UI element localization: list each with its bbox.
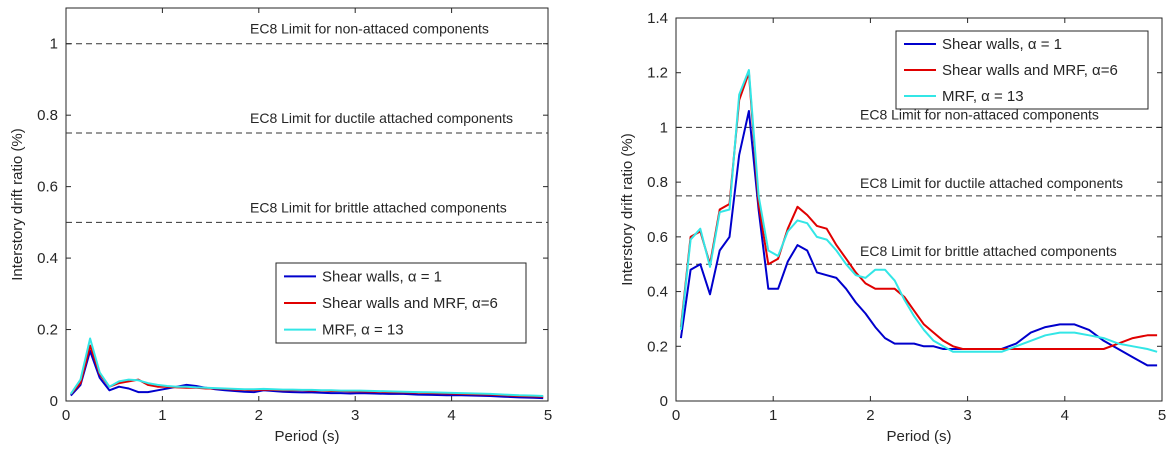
- y-tick-label: 0.8: [647, 174, 668, 191]
- reference-line-label: EC8 Limit for ductile attached component…: [860, 175, 1123, 191]
- x-tick-label: 3: [351, 407, 359, 424]
- y-tick-label: 0: [660, 393, 668, 410]
- x-axis-label: Period (s): [274, 428, 339, 445]
- legend-box: [275, 262, 527, 344]
- y-tick-label: 0.6: [37, 179, 58, 196]
- series-line-3: [69, 337, 544, 397]
- series-line-3: [679, 69, 1158, 353]
- x-tick-label: 3: [963, 407, 971, 424]
- legend-entry: MRF, α = 13: [322, 322, 404, 339]
- x-tick-label: 4: [447, 407, 455, 424]
- x-tick-label: 2: [255, 407, 263, 424]
- legend: Shear walls, α = 1 Shear walls and MRF, α…: [895, 30, 1149, 110]
- x-tick-label: 4: [1061, 407, 1069, 424]
- reference-line-label: EC8 Limit for brittle attached component…: [250, 199, 507, 215]
- legend-entry: Shear walls, α = 1: [942, 36, 1062, 53]
- legend-entry: Shear walls and MRF, α=6: [322, 295, 498, 312]
- y-tick-label: 0: [50, 393, 58, 410]
- y-tick-label: 1: [660, 119, 668, 136]
- reference-line-label: EC8 Limit for non-attaced components: [250, 21, 489, 37]
- x-axis-label: Period (s): [886, 428, 951, 445]
- legend-entry: MRF, α = 13: [942, 88, 1024, 105]
- x-tick-label: 1: [769, 407, 777, 424]
- reference-line-label: EC8 Limit for ductile attached component…: [250, 110, 513, 126]
- legend: Shear walls, α = 1 Shear walls and MRF, α…: [275, 262, 527, 344]
- y-tick-label: 0.6: [647, 229, 668, 246]
- y-tick-label: 0.4: [37, 250, 58, 267]
- series-line-1: [679, 110, 1158, 367]
- x-tick-label: 2: [866, 407, 874, 424]
- x-tick-label: 0: [672, 407, 680, 424]
- legend-box: [895, 30, 1149, 110]
- y-tick-label: 1.4: [647, 10, 668, 27]
- y-tick-label: 0.4: [647, 284, 668, 301]
- y-axis-label: Interstory drift ratio (%): [9, 128, 26, 281]
- y-axis-label: Interstory drift ratio (%): [619, 133, 636, 286]
- chart-right: EC8 Limit for non-attaced components EC8 …: [619, 10, 1166, 445]
- y-tick-label: 0.2: [647, 338, 668, 355]
- legend-entry: Shear walls, α = 1: [322, 268, 442, 285]
- y-tick-label: 1: [50, 36, 58, 53]
- x-tick-label: 5: [544, 407, 552, 424]
- reference-line-label: EC8 Limit for non-attaced components: [860, 106, 1099, 122]
- reference-line-label: EC8 Limit for brittle attached component…: [860, 243, 1117, 259]
- y-tick-label: 1.2: [647, 65, 668, 82]
- y-tick-label: 0.2: [37, 322, 58, 339]
- x-tick-label: 1: [158, 407, 166, 424]
- x-tick-label: 0: [62, 407, 70, 424]
- x-tick-label: 5: [1158, 407, 1166, 424]
- legend-entry: Shear walls and MRF, α=6: [942, 62, 1118, 79]
- y-tick-label: 0.8: [37, 107, 58, 124]
- series-line-1: [70, 350, 544, 400]
- chart-left: EC8 Limit for non-attaced components EC8 …: [9, 7, 552, 445]
